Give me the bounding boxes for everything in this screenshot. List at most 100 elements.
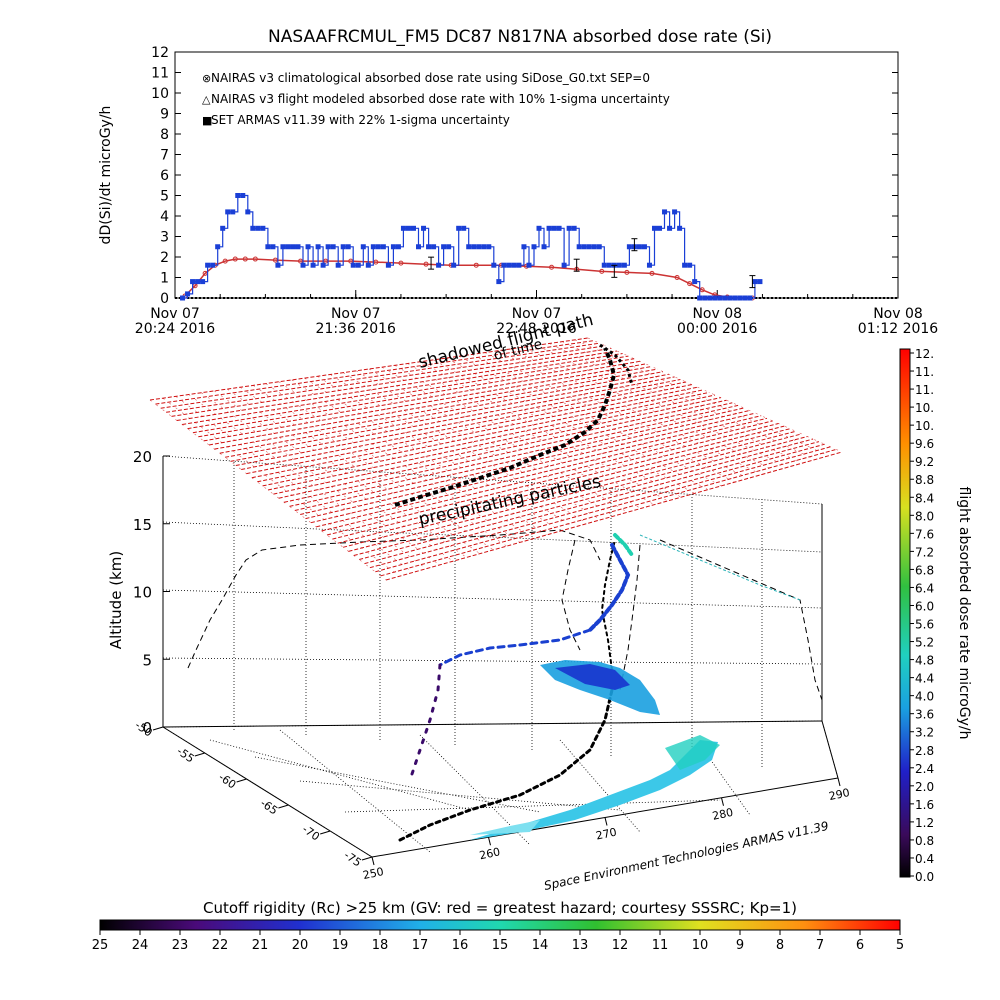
series-armas-point bbox=[651, 225, 657, 231]
series-armas-point bbox=[436, 262, 442, 268]
series-armas-point bbox=[195, 279, 201, 285]
longitude-axis-ticks: 250 260 270 280 290 bbox=[362, 777, 851, 882]
series-armas-point bbox=[556, 225, 562, 231]
series-armas-point bbox=[672, 209, 678, 215]
longitude-tick-mark bbox=[371, 856, 375, 866]
altitude-axis-label: Altitude (km) bbox=[107, 551, 125, 649]
series-climatological-point bbox=[242, 256, 248, 262]
rc-colorbar-tick-label: 22 bbox=[212, 938, 229, 953]
shadowed-grid-line bbox=[166, 345, 606, 413]
dose-colorbar-tick-label: 12. bbox=[915, 347, 934, 361]
dose-colorbar-tick-label: 11. bbox=[915, 365, 934, 379]
shadowed-grid-cross-line bbox=[549, 343, 802, 464]
latitude-tick-mark bbox=[236, 778, 247, 783]
series-armas-point bbox=[687, 262, 693, 268]
series-climatological-line bbox=[184, 258, 753, 299]
shadowed-grid-cross-line bbox=[587, 337, 843, 453]
shadowed-grid-line bbox=[305, 412, 756, 520]
x-tick-label-time: 21:36 2016 bbox=[316, 321, 397, 337]
shadowed-grid-line bbox=[182, 353, 623, 425]
rc-colorbar-tick-label: 21 bbox=[252, 938, 269, 953]
series-armas-point bbox=[586, 244, 592, 250]
shadowed-grid-line bbox=[219, 371, 664, 454]
series-armas-point bbox=[290, 244, 296, 250]
shadowed-grid-cross-line bbox=[240, 386, 481, 554]
shadowed-grid-cross-line bbox=[562, 341, 816, 460]
series-climatological-point bbox=[599, 268, 605, 274]
y-tick-label: 8 bbox=[160, 127, 169, 143]
dose-colorbar-tick-label: 7.6 bbox=[915, 527, 934, 541]
shadowed-grid-line bbox=[155, 340, 594, 405]
shadowed-grid-cross-line bbox=[523, 346, 776, 472]
rc-colorbar-tick-label: 24 bbox=[132, 938, 149, 953]
x-tick-label-time: 01:12 2016 bbox=[858, 321, 939, 337]
shadowed-grid-line bbox=[267, 394, 716, 491]
rc-colorbar-tick-label: 23 bbox=[172, 938, 189, 953]
series-armas-point bbox=[616, 262, 622, 268]
series-armas-point bbox=[636, 244, 642, 250]
series-armas-point bbox=[591, 244, 597, 250]
series-armas-point bbox=[300, 262, 306, 268]
shadowed-grid-line bbox=[369, 443, 825, 569]
series-armas-point bbox=[546, 225, 552, 231]
series-armas-point bbox=[747, 295, 753, 301]
series-armas-point bbox=[365, 262, 371, 268]
series-armas-point bbox=[205, 262, 211, 268]
y-tick-label: 5 bbox=[160, 189, 169, 205]
latitude-tick-label: -65 bbox=[258, 797, 280, 818]
series-climatological-point bbox=[624, 269, 630, 275]
series-armas-point bbox=[295, 244, 301, 250]
series-armas-point bbox=[667, 225, 673, 231]
rc-colorbar-ticks: 25 24 23 22 21 20 19 18 17 16 15 14 13 12 11 10 9 8 7 6 5 bbox=[92, 930, 904, 953]
series-armas-point bbox=[657, 225, 663, 231]
dose-colorbar-tick-label: 10. bbox=[915, 401, 934, 415]
dose-colorbar-tick-label: 2.0 bbox=[915, 780, 934, 794]
shadowed-grid-line bbox=[364, 441, 820, 565]
latitude-tick-label: -55 bbox=[174, 745, 196, 766]
series-armas-point bbox=[551, 225, 557, 231]
series-armas-point bbox=[441, 244, 447, 250]
dose-colorbar-tick-label: 1.6 bbox=[915, 798, 934, 812]
dose-colorbar-tick-label: 3.2 bbox=[915, 726, 934, 740]
altitude-axis-ticks: 0 5 10 15 20 bbox=[133, 448, 170, 737]
series-armas-point bbox=[621, 262, 627, 268]
longitude-tick-label: 290 bbox=[828, 786, 851, 803]
series-armas-point bbox=[260, 225, 266, 231]
series-armas-point bbox=[486, 244, 492, 250]
rc-colorbar-tick-label: 18 bbox=[372, 938, 389, 953]
dose-colorbar-tick-label: 8.0 bbox=[915, 509, 934, 523]
rc-colorbar-tick-label: 16 bbox=[452, 938, 469, 953]
series-armas-point bbox=[601, 262, 607, 268]
series-armas-point bbox=[416, 244, 422, 250]
series-armas-point bbox=[712, 295, 718, 301]
rc-colorbar-tick-label: 14 bbox=[532, 938, 549, 953]
series-armas-point bbox=[576, 244, 582, 250]
y-tick-label: 7 bbox=[160, 148, 169, 164]
altitude-tick-label: 5 bbox=[142, 651, 152, 669]
legend-symbol: ■ bbox=[202, 114, 212, 127]
shadowed-grid-line bbox=[246, 384, 692, 475]
longitude-tick-mark bbox=[604, 817, 608, 826]
shadowed-grid-line bbox=[283, 402, 733, 503]
series-armas-point bbox=[325, 244, 331, 250]
dose-colorbar-tick-label: 11. bbox=[915, 383, 934, 397]
series-armas-point bbox=[421, 225, 427, 231]
shadowed-grid-line bbox=[241, 381, 687, 470]
series-climatological-point bbox=[674, 275, 680, 280]
series-armas-point bbox=[245, 209, 251, 215]
legend-label: NAIRAS v3 climatological absorbed dose r… bbox=[211, 71, 650, 85]
dose-colorbar-tick-label: 5.6 bbox=[915, 618, 934, 632]
dose-colorbar-tick-label: 4.4 bbox=[915, 672, 934, 686]
dose-colorbar-tick-label: 9.6 bbox=[915, 437, 934, 451]
dose-colorbar-tick-label: 8.8 bbox=[915, 473, 934, 487]
series-armas-point bbox=[360, 244, 366, 250]
dose-colorbar-tick-label: 6.8 bbox=[915, 563, 934, 577]
series-climatological-point bbox=[549, 264, 555, 270]
series-armas-point bbox=[250, 225, 256, 231]
rc-colorbar-tick-label: 7 bbox=[816, 938, 824, 953]
series-armas-point bbox=[491, 262, 497, 268]
longitude-tick-label: 260 bbox=[478, 845, 501, 862]
rc-colorbar-tick-label: 15 bbox=[492, 938, 509, 953]
